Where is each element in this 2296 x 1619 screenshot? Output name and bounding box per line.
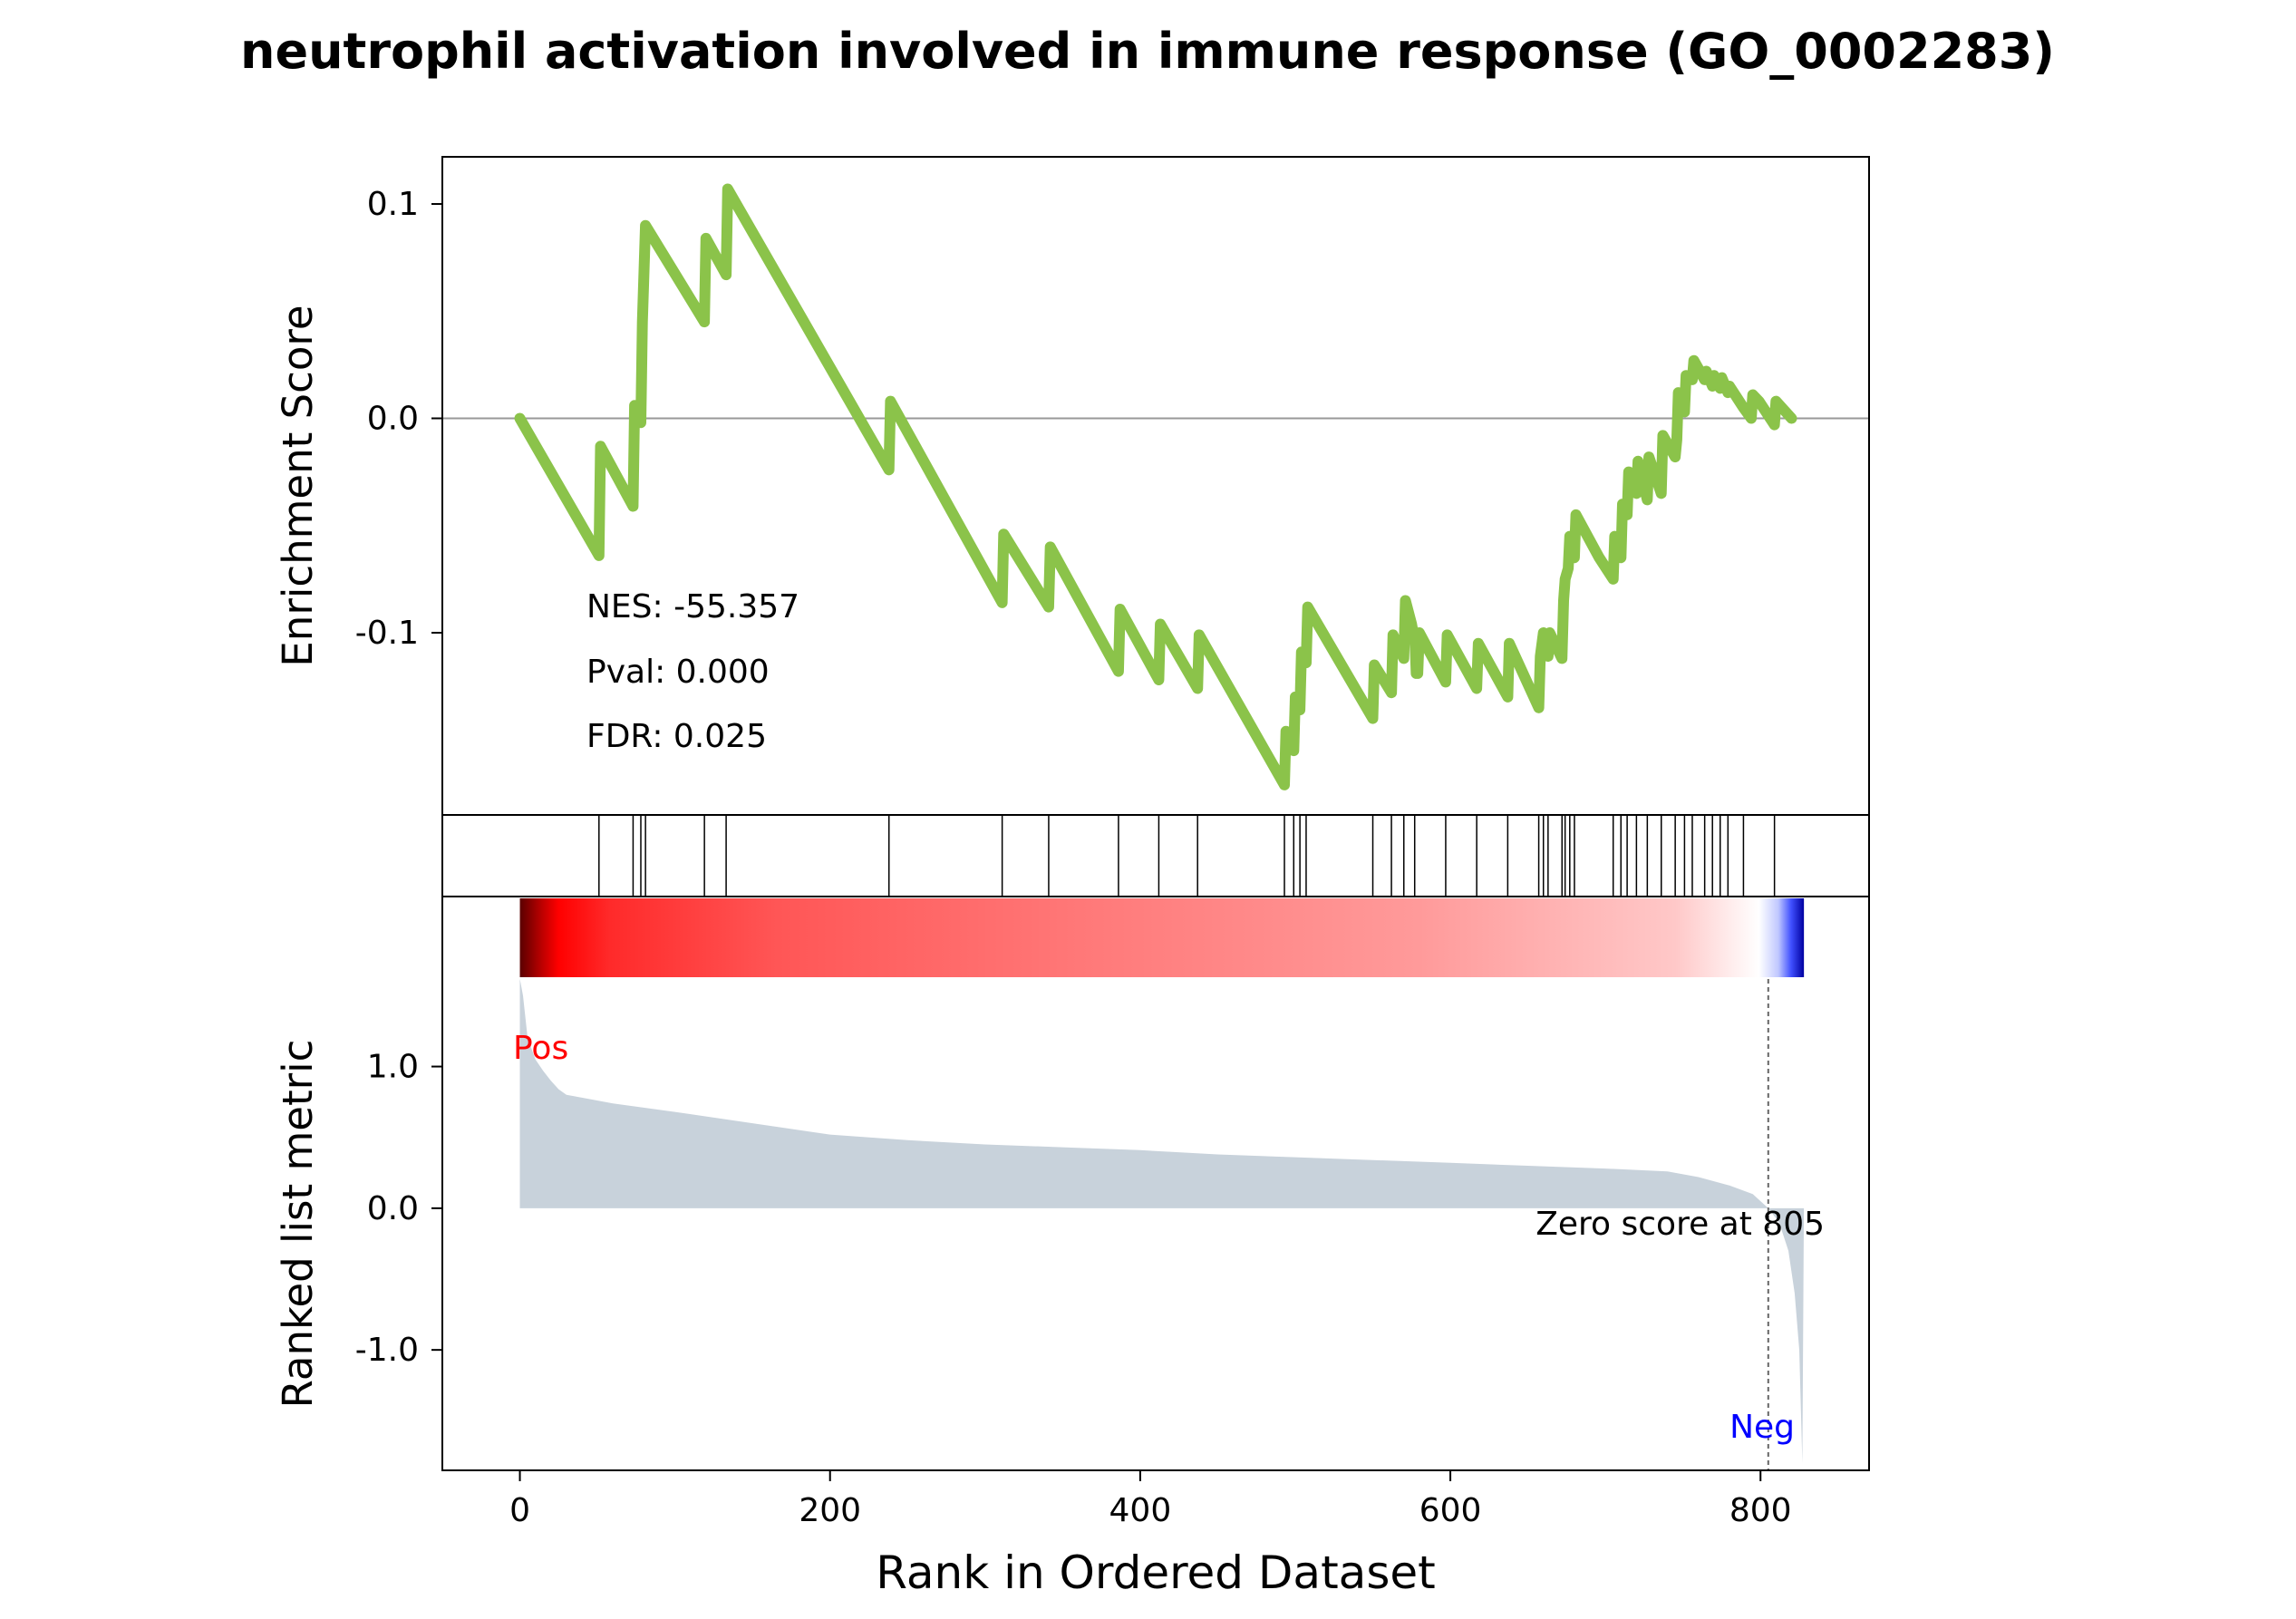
x-tick-label: 600 (1419, 1492, 1482, 1529)
enrichment-score-panel: 0.1 0.0 -0.1 Enrichment Score NES: -55.357… (274, 156, 1870, 816)
es-series-line (514, 183, 1797, 790)
chart-title: neutrophil activation involved in immune… (240, 23, 2055, 80)
x-tick-label: 200 (799, 1492, 861, 1529)
es-y-ticks: 0.1 0.0 -0.1 (355, 186, 442, 652)
rank-heatmap-bar (519, 898, 1805, 977)
x-axis-ticks: 0 200 400 600 800 (509, 1470, 1792, 1529)
gene-hit-lines (598, 815, 1776, 897)
neg-label: Neg (1729, 1409, 1795, 1446)
nes-stat: NES: -55.357 (586, 588, 799, 625)
ranked-metric-panel: 1.0 0.0 -1.0 Pos Neg Zero score at 805 Ran… (274, 897, 1870, 1471)
pos-label: Pos (513, 1030, 568, 1067)
x-tick-label: 400 (1109, 1492, 1172, 1529)
es-y-axis-label: Enrichment Score (274, 305, 322, 666)
enrichment-score-line (514, 183, 1797, 790)
hits-panel-frame (441, 814, 1870, 897)
hits-panel (441, 814, 1870, 897)
metric-y-tick-label: 1.0 (367, 1049, 419, 1086)
metric-y-tick-label: -1.0 (355, 1332, 419, 1369)
metric-panel-frame (441, 897, 1870, 1471)
metric-y-ticks: 1.0 0.0 -1.0 (355, 1049, 442, 1369)
x-tick-label: 0 (509, 1492, 530, 1529)
pval-stat: Pval: 0.000 (586, 654, 770, 691)
fdr-stat: FDR: 0.025 (586, 718, 767, 755)
es-y-tick-label: 0.1 (367, 186, 419, 223)
x-axis-label: Rank in Ordered Dataset (876, 1546, 1435, 1599)
metric-y-axis-label: Ranked list metric (274, 1040, 322, 1409)
es-y-tick-label: 0.0 (367, 401, 419, 438)
es-y-tick-label: -0.1 (355, 615, 419, 652)
x-tick-label: 800 (1729, 1492, 1792, 1529)
zero-score-label: Zero score at 805 (1536, 1206, 1825, 1243)
metric-y-tick-label: 0.0 (367, 1190, 419, 1227)
